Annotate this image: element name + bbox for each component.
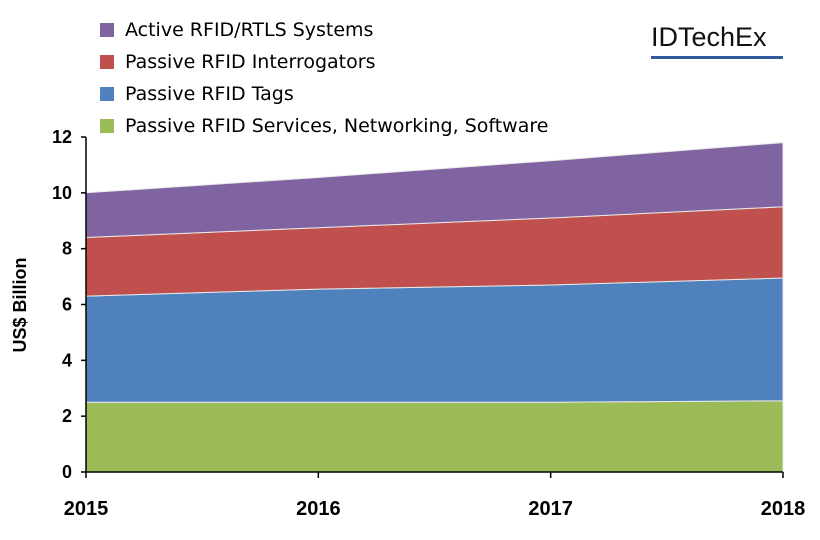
y-tick-label: 8: [62, 239, 72, 259]
y-tick-label: 12: [52, 127, 72, 147]
brand-logo: IDTechEx: [651, 22, 767, 52]
legend-label: Passive RFID Tags: [125, 83, 294, 105]
y-tick-label: 10: [52, 183, 72, 203]
x-tick-label: 2018: [761, 498, 806, 520]
legend-label: Passive RFID Services, Networking, Softw…: [125, 115, 549, 137]
legend-item: Passive RFID Interrogators: [100, 46, 548, 78]
legend-swatch: [100, 23, 114, 37]
series-areas: [85, 142, 784, 473]
y-tick-label: 0: [62, 462, 72, 482]
legend-item: Active RFID/RTLS Systems: [100, 14, 548, 46]
area-series-1: [85, 277, 784, 403]
x-tick-label: 2015: [64, 498, 109, 520]
y-axis-label: US$ Billion: [10, 257, 30, 352]
legend-swatch: [100, 87, 114, 101]
y-tick-label: 2: [62, 406, 72, 426]
x-axis-ticks: 2015 2016 2017 2018: [64, 472, 806, 520]
legend: Active RFID/RTLS Systems Passive RFID Int…: [100, 14, 548, 142]
y-tick-label: 4: [62, 350, 72, 370]
x-tick-label: 2016: [296, 498, 341, 520]
legend-swatch: [100, 55, 114, 69]
area-series-0: [85, 400, 784, 473]
area-series-3: [85, 142, 784, 239]
legend-label: Active RFID/RTLS Systems: [125, 19, 374, 41]
legend-label: Passive RFID Interrogators: [125, 51, 376, 73]
y-tick-label: 6: [62, 295, 72, 315]
legend-swatch: [100, 119, 114, 133]
y-axis-ticks: 0 2 4 6 8 10 12: [52, 127, 86, 482]
x-tick-label: 2017: [528, 498, 573, 520]
legend-item: Passive RFID Services, Networking, Softw…: [100, 110, 548, 142]
brand-underline: [651, 56, 783, 59]
legend-item: Passive RFID Tags: [100, 78, 548, 110]
